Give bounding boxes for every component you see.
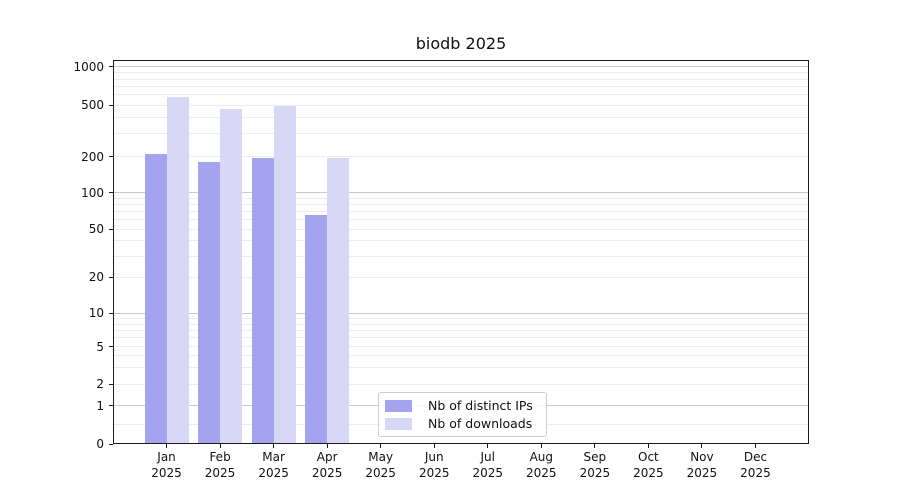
bars-layer (113, 60, 809, 444)
x-tick-mark (594, 444, 596, 448)
x-axis-ticks-layer: Jan 2025 Feb 2025 Mar 2025 Apr 2025 May 2025 Jun 20… (113, 60, 809, 480)
gridline-minor (113, 72, 809, 74)
chart-title: biodb 2025 (415, 34, 507, 53)
bar-distinct-ips-jan (144, 154, 167, 444)
y-tick-label-5: 5 (96, 339, 104, 354)
legend-swatch-downloads-icon (385, 418, 412, 430)
x-tick-mark (754, 444, 756, 448)
y-tick-mark (109, 312, 113, 314)
y-tick-label-1: 1 (96, 398, 104, 413)
x-tick-label-sep: Sep 2025 (579, 450, 611, 480)
gridline-major (113, 192, 809, 194)
bar-distinct-ips-apr (305, 214, 328, 444)
x-tick-mark (647, 444, 649, 448)
gridline-minor (113, 317, 809, 319)
y-tick-label-2: 2 (96, 377, 104, 391)
x-tick-mark (487, 444, 489, 448)
legend-item-distinct-ips: Nb of distinct IPs (385, 398, 538, 414)
bar-distinct-ips-feb (198, 162, 221, 444)
x-tick-mark (380, 444, 382, 448)
gridline-minor (113, 219, 809, 221)
x-tick-label-jan: Jan 2025 (151, 450, 182, 480)
y-tick-mark (109, 228, 113, 230)
y-tick-mark (109, 104, 113, 106)
bar-downloads-feb (220, 109, 243, 444)
bar-downloads-jan (166, 97, 189, 444)
y-tick-mark (109, 443, 113, 445)
gridline-minor (113, 366, 809, 368)
gridline-minor (113, 337, 809, 339)
y-tick-label-1000: 1000 (73, 59, 104, 74)
gridline-minor (113, 383, 809, 385)
legend-item-downloads: Nb of downloads (385, 416, 538, 432)
gridline-minor (113, 355, 809, 357)
x-tick-label-apr: Apr 2025 (311, 450, 343, 480)
gridline-minor (113, 104, 809, 106)
x-tick-label-mar: Mar 2025 (258, 450, 289, 480)
gridline-minor (113, 133, 809, 135)
x-tick-mark (219, 444, 221, 448)
gridline-minor (113, 203, 809, 205)
gridline-minor (113, 255, 809, 257)
gridline-minor (113, 78, 809, 80)
y-tick-mark (109, 405, 113, 407)
gridline-minor (113, 197, 809, 199)
gridline-minor (113, 346, 809, 348)
y-tick-label-0: 0 (96, 437, 104, 451)
y-tick-label-50: 50 (88, 222, 104, 237)
y-tick-label-500: 500 (81, 98, 104, 112)
gridline-minor (113, 85, 809, 87)
y-tick-mark (109, 66, 113, 68)
right-spine (808, 60, 809, 444)
gridline-minor (113, 276, 809, 278)
legend-label-distinct-ips: Nb of distinct IPs (428, 398, 533, 413)
gridline-minor (113, 240, 809, 242)
y-tick-mark (109, 156, 113, 158)
y-tick-mark (109, 276, 113, 278)
legend-swatch-distinct-ips-icon (385, 400, 412, 412)
gridline-minor (113, 94, 809, 96)
x-tick-mark (433, 444, 435, 448)
gridline-major (113, 312, 809, 314)
x-tick-label-may: May 2025 (365, 450, 396, 480)
x-tick-mark (326, 444, 328, 448)
x-tick-mark (273, 444, 275, 448)
x-tick-label-jun: Jun 2025 (418, 450, 450, 480)
gridline-minor (113, 211, 809, 213)
y-tick-mark (109, 383, 113, 385)
x-tick-mark (166, 444, 168, 448)
bar-distinct-ips-mar (251, 158, 274, 444)
y-axis-spine (113, 60, 114, 444)
legend-label-downloads: Nb of downloads (428, 416, 533, 431)
y-tick-label-100: 100 (81, 185, 104, 200)
y-tick-mark (109, 346, 113, 348)
x-tick-mark (701, 444, 703, 448)
gridline-minor (113, 329, 809, 331)
y-tick-label-20: 20 (88, 270, 104, 285)
x-tick-label-dec: Dec 2025 (740, 450, 771, 480)
gridline-major (113, 66, 809, 68)
x-tick-label-oct: Oct 2025 (633, 450, 664, 480)
x-tick-label-aug: Aug 2025 (526, 450, 557, 480)
y-tick-label-10: 10 (88, 306, 104, 321)
gridline-minor (113, 117, 809, 119)
bottom-spine (113, 443, 809, 444)
x-tick-label-feb: Feb 2025 (204, 450, 236, 480)
y-tick-mark (109, 192, 113, 194)
x-tick-label-jul: Jul 2025 (472, 450, 504, 480)
x-tick-mark (540, 444, 542, 448)
y-tick-label-200: 200 (81, 149, 104, 164)
x-tick-label-nov: Nov 2025 (686, 450, 718, 480)
bar-downloads-apr (327, 158, 350, 444)
plot-area: 0 1 2 5 10 20 50 100 200 500 1000 Jan 2025 Feb 2025 Ma… (73, 60, 809, 480)
bar-downloads-mar (273, 106, 296, 444)
gridline-minor (113, 156, 809, 158)
y-axis-ticks-layer: 0 1 2 5 10 20 50 100 200 500 1000 (73, 60, 809, 451)
top-spine (113, 60, 809, 61)
gridline-minor (113, 323, 809, 325)
gridline-minor (113, 228, 809, 230)
legend: Nb of distinct IPs Nb of downloads (378, 392, 547, 437)
